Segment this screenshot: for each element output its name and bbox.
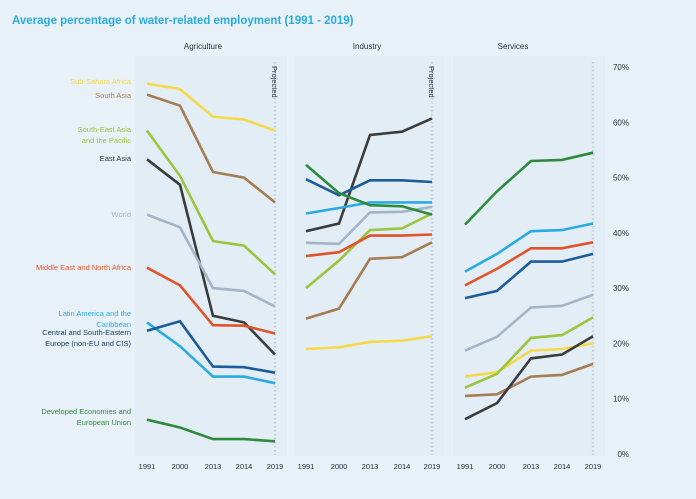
x-tick-label-services: 2000: [489, 462, 506, 471]
series-line-world-agriculture: [146, 213, 276, 308]
panel-title-agriculture: Agriculture: [184, 42, 223, 51]
x-tick-label-agriculture: 2014: [236, 462, 253, 471]
y-tick-label: 30%: [613, 284, 629, 293]
legend-label-latin-america-and-the-caribbean: Caribbean: [96, 320, 131, 329]
legend-label-south-east-asia-and-the-pacific: and the Pacific: [82, 136, 131, 145]
y-tick-label: 50%: [613, 174, 629, 183]
legend-label-central-and-south-eastern-europe-non-eu-and-cis: Central and South-Eastern: [42, 328, 131, 337]
legend-label-middle-east-and-north-africa: Middle East and North Africa: [36, 263, 132, 272]
panel-background-agriculture: [135, 56, 287, 456]
legend: Sub-Sahara Africa South Asia South-East As…: [36, 77, 132, 427]
x-tick-label-industry: 1991: [298, 462, 315, 471]
legend-label-sub-sahara-africa: Sub-Sahara Africa: [70, 77, 132, 86]
x-tick-label-services: 2014: [554, 462, 571, 471]
series-line-south-asia-agriculture: [146, 93, 276, 204]
series-line-south-east-asia-and-the-pacific-agriculture: [145, 129, 276, 276]
projected-label-industry: Projected: [427, 66, 436, 98]
y-tick-label: 0%: [617, 450, 629, 459]
series-line-south-east-asia-and-the-pacific-services: [464, 316, 594, 389]
series-line-middle-east-and-north-africa-industry: [305, 233, 433, 258]
series-line-developed-economies-and-european-union-agriculture: [146, 418, 276, 443]
y-tick-label: 70%: [613, 63, 629, 72]
series-line-latin-america-and-the-caribbean-services: [464, 222, 594, 273]
x-tick-label-industry: 2019: [424, 462, 441, 471]
legend-label-east-asia: East Asia: [100, 154, 132, 163]
x-tick-label-services: 2013: [523, 462, 540, 471]
series-line-sub-sahara-africa-agriculture: [146, 82, 276, 132]
legend-label-south-east-asia-and-the-pacific: South-East Asia: [78, 125, 132, 134]
series-line-south-asia-industry: [305, 241, 433, 320]
x-axis: 1991 2000 2013 2014 2019 1991 2000 2013 2014 2019…: [139, 462, 602, 471]
series-line-developed-economies-and-european-union-services: [464, 151, 594, 226]
panel-title-services: Services: [498, 42, 529, 51]
x-tick-label-services: 1991: [457, 462, 474, 471]
legend-label-south-asia: South Asia: [95, 91, 132, 100]
projected-label-agriculture: Projected: [270, 66, 279, 98]
series-line-latin-america-and-the-caribbean-agriculture: [146, 321, 276, 385]
legend-label-world: World: [112, 210, 131, 219]
panel-title-industry: Industry: [353, 42, 381, 51]
y-axis: 0% 10% 20% 30% 40% 50% 60% 70%: [613, 63, 629, 459]
y-tick-label: 40%: [613, 229, 629, 238]
series-line-middle-east-and-north-africa-services: [464, 241, 594, 287]
series-line-latin-america-and-the-caribbean-industry: [305, 201, 432, 215]
panel-backgrounds: [135, 56, 605, 456]
chart-title: Average percentage of water-related empl…: [12, 15, 354, 27]
series-line-middle-east-and-north-africa-agriculture: [146, 266, 276, 335]
series-line-developed-economies-and-european-union-industry: [305, 163, 433, 216]
y-tick-label: 10%: [613, 395, 629, 404]
legend-label-developed-economies-and-european-union: European Union: [77, 418, 131, 427]
series-line-sub-sahara-africa-industry: [305, 334, 433, 351]
panel-background-industry: [294, 56, 444, 456]
x-tick-label-agriculture: 1991: [139, 462, 156, 471]
projected-markers: Projected Projected: [270, 62, 595, 455]
series-lines: [145, 82, 594, 443]
x-tick-label-agriculture: 2019: [267, 462, 284, 471]
x-tick-label-services: 2019: [585, 462, 602, 471]
series-line-east-asia-industry: [305, 117, 433, 233]
series-line-east-asia-services: [464, 335, 594, 421]
series-line-east-asia-agriculture: [146, 158, 276, 356]
x-tick-label-agriculture: 2013: [205, 462, 222, 471]
series-line-south-asia-services: [464, 362, 594, 398]
series-line-world-services: [464, 293, 594, 352]
x-tick-label-industry: 2014: [394, 462, 411, 471]
x-tick-label-agriculture: 2000: [172, 462, 189, 471]
y-tick-label: 20%: [613, 339, 629, 348]
legend-label-latin-america-and-the-caribbean: Latin America and the: [58, 309, 131, 318]
series-line-central-and-south-eastern-europe-non-eu-and-cis-agriculture: [146, 319, 276, 374]
legend-label-developed-economies-and-european-union: Developed Economies and: [41, 407, 131, 416]
series-line-central-and-south-eastern-europe-non-eu-and-cis-industry: [305, 178, 433, 197]
panel-titles: Agriculture Industry Services: [184, 42, 528, 51]
y-tick-label: 60%: [613, 118, 629, 127]
x-tick-label-industry: 2000: [331, 462, 348, 471]
legend-label-central-and-south-eastern-europe-non-eu-and-cis: Europe (non-EU and CIS): [45, 339, 131, 348]
series-line-central-and-south-eastern-europe-non-eu-and-cis-services: [464, 252, 594, 300]
x-tick-label-industry: 2013: [362, 462, 379, 471]
series-line-south-east-asia-and-the-pacific-industry: [305, 212, 433, 290]
